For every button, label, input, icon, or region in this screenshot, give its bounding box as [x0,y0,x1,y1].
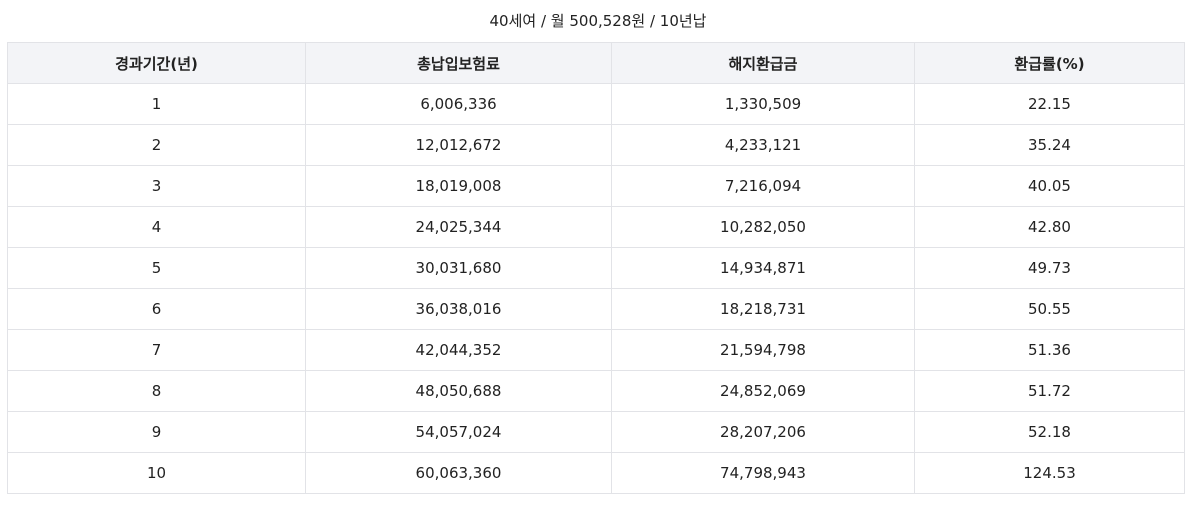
cell-surrender-value: 1,330,509 [611,83,915,125]
table-row: 4 24,025,344 10,282,050 42.80 [7,206,1185,248]
table-row: 2 12,012,672 4,233,121 35.24 [7,124,1185,166]
cell-total-premium: 54,057,024 [305,411,612,453]
cell-refund-rate: 49.73 [914,247,1185,289]
cell-elapsed-years: 10 [7,452,306,494]
header-elapsed-years: 경과기간(년) [7,42,306,84]
cell-total-premium: 60,063,360 [305,452,612,494]
cell-surrender-value: 10,282,050 [611,206,915,248]
cell-elapsed-years: 6 [7,288,306,330]
cell-refund-rate: 42.80 [914,206,1185,248]
cell-total-premium: 12,012,672 [305,124,612,166]
cell-elapsed-years: 7 [7,329,306,371]
table-row: 9 54,057,024 28,207,206 52.18 [7,411,1185,453]
cell-total-premium: 30,031,680 [305,247,612,289]
cell-total-premium: 18,019,008 [305,165,612,207]
cell-surrender-value: 4,233,121 [611,124,915,166]
cell-refund-rate: 52.18 [914,411,1185,453]
cell-refund-rate: 50.55 [914,288,1185,330]
table-row: 5 30,031,680 14,934,871 49.73 [7,247,1185,289]
table-caption: 40세여 / 월 500,528원 / 10년납 [489,12,707,30]
cell-refund-rate: 124.53 [914,452,1185,494]
table-row: 3 18,019,008 7,216,094 40.05 [7,165,1185,207]
cell-elapsed-years: 1 [7,83,306,125]
table-row: 1 6,006,336 1,330,509 22.15 [7,83,1185,125]
refund-table: 경과기간(년) 총납입보험료 해지환급금 환급률(%) 1 6,006,336 … [7,42,1185,494]
table-row: 7 42,044,352 21,594,798 51.36 [7,329,1185,371]
cell-refund-rate: 40.05 [914,165,1185,207]
cell-refund-rate: 51.36 [914,329,1185,371]
cell-total-premium: 42,044,352 [305,329,612,371]
cell-elapsed-years: 3 [7,165,306,207]
cell-surrender-value: 24,852,069 [611,370,915,412]
table-body: 1 6,006,336 1,330,509 22.15 2 12,012,672… [7,83,1185,494]
cell-elapsed-years: 9 [7,411,306,453]
header-row: 경과기간(년) 총납입보험료 해지환급금 환급률(%) [7,42,1185,84]
cell-total-premium: 36,038,016 [305,288,612,330]
table-header: 경과기간(년) 총납입보험료 해지환급금 환급률(%) [7,42,1185,84]
table-row: 6 36,038,016 18,218,731 50.55 [7,288,1185,330]
cell-surrender-value: 28,207,206 [611,411,915,453]
cell-refund-rate: 22.15 [914,83,1185,125]
header-total-premium: 총납입보험료 [305,42,612,84]
cell-elapsed-years: 5 [7,247,306,289]
cell-total-premium: 24,025,344 [305,206,612,248]
cell-refund-rate: 35.24 [914,124,1185,166]
cell-total-premium: 48,050,688 [305,370,612,412]
header-surrender-value: 해지환급금 [611,42,915,84]
cell-surrender-value: 14,934,871 [611,247,915,289]
cell-elapsed-years: 4 [7,206,306,248]
cell-elapsed-years: 2 [7,124,306,166]
cell-surrender-value: 18,218,731 [611,288,915,330]
table-row: 10 60,063,360 74,798,943 124.53 [7,452,1185,494]
cell-refund-rate: 51.72 [914,370,1185,412]
cell-surrender-value: 21,594,798 [611,329,915,371]
header-refund-rate: 환급률(%) [914,42,1185,84]
cell-surrender-value: 7,216,094 [611,165,915,207]
table-row: 8 48,050,688 24,852,069 51.72 [7,370,1185,412]
cell-total-premium: 6,006,336 [305,83,612,125]
cell-surrender-value: 74,798,943 [611,452,915,494]
cell-elapsed-years: 8 [7,370,306,412]
